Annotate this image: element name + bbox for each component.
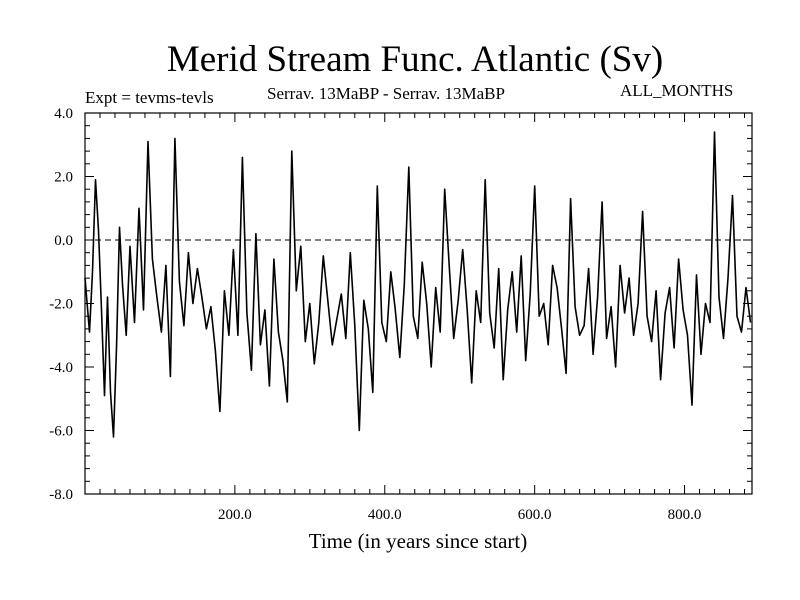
comparison-label: Serrav. 13MaBP - Serrav. 13MaBP: [267, 84, 505, 103]
x-tick-label: 600.0: [518, 507, 552, 523]
y-tick-label: 2.0: [54, 170, 73, 186]
y-tick-label: -6.0: [49, 424, 73, 440]
x-tick-label: 200.0: [218, 507, 252, 523]
y-tick-label: -2.0: [49, 297, 73, 313]
x-axis-label: Time (in years since start): [309, 529, 528, 553]
x-axis: 200.0 400.0 600.0 800.0: [99, 113, 746, 523]
x-tick-label: 400.0: [368, 507, 402, 523]
period-label: ALL_MONTHS: [620, 81, 734, 100]
x-tick-label: 800.0: [668, 507, 702, 523]
y-tick-label: 4.0: [54, 106, 73, 122]
series-line: [84, 131, 752, 438]
chart-title: Merid Stream Func. Atlantic (Sv): [166, 39, 664, 80]
experiment-label: Expt = tevms-tevls: [85, 88, 214, 107]
y-axis: -8.0 -6.0 -4.0 -2.0 0.0 2.0 4.0: [49, 106, 752, 503]
y-tick-label: 0.0: [54, 233, 73, 249]
y-tick-label: -8.0: [49, 487, 73, 503]
y-tick-label: -4.0: [49, 360, 73, 376]
